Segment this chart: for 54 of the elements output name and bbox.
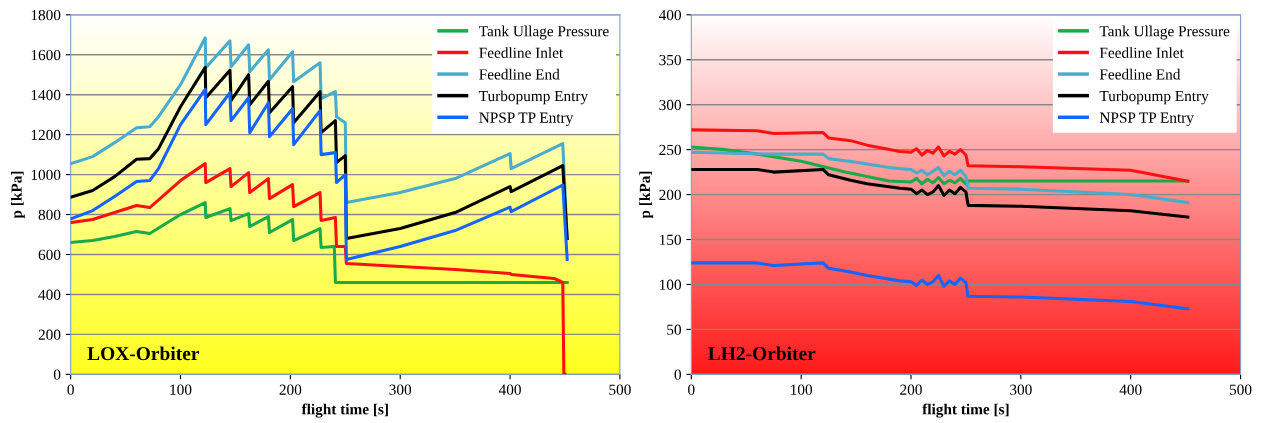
x-tick-label: 400 — [1119, 384, 1142, 395]
line-series — [691, 167, 1190, 219]
y-tick-label: 1800 — [31, 9, 61, 21]
y-tick-label: 400 — [658, 9, 681, 21]
y-tick-label: 600 — [38, 249, 61, 260]
legend-label: Feedline Inlet — [1099, 47, 1184, 58]
y-tick-label: 1200 — [31, 129, 61, 141]
y-tick-label: 800 — [38, 209, 61, 221]
x-tick-label: 500 — [609, 384, 631, 395]
y-axis-title: p [kPa] — [639, 171, 654, 219]
y-tick-label: 1400 — [31, 89, 61, 101]
x-tick-label: 100 — [170, 384, 192, 395]
legend-label: Turbopump Entry — [479, 90, 589, 105]
annotation: LH2-Orbiter — [708, 346, 816, 361]
line-series — [70, 162, 567, 375]
annotation: LOX-Orbiter — [87, 346, 200, 361]
y-tick-label: 1000 — [31, 169, 61, 181]
legend-label: Feedline Inlet — [479, 47, 564, 58]
legend-label: Tank Ullage Pressure — [479, 25, 609, 40]
x-tick-label: 300 — [1010, 384, 1032, 395]
y-tick-label: 350 — [659, 54, 681, 66]
legend-label: NPSP TP Entry — [1099, 112, 1194, 126]
y-tick-label: 100 — [660, 279, 681, 290]
y-tick-label: 300 — [659, 99, 681, 111]
x-tick-label: 300 — [389, 384, 412, 395]
line-series — [70, 201, 569, 284]
y-tick-label: 400 — [38, 289, 61, 300]
y-tick-label: 50 — [667, 324, 681, 335]
legend-label: Turbopump Entry — [1099, 90, 1209, 105]
line-series — [691, 145, 1190, 186]
x-tick-label: 500 — [1229, 384, 1252, 395]
line-series — [691, 128, 1190, 183]
y-tick-label: 250 — [659, 144, 681, 156]
x-axis-title: flight time [s] — [301, 403, 388, 418]
x-tick-label: 200 — [279, 384, 302, 395]
y-tick-label: 0 — [53, 369, 61, 380]
y-axis-title: p [kPa] — [10, 171, 25, 219]
line-series — [691, 150, 1190, 205]
y-tick-label: 150 — [660, 234, 681, 245]
legend-label: Tank Ullage Pressure — [1099, 25, 1230, 40]
y-tick-label: 200 — [659, 189, 681, 201]
x-tick-label: 100 — [791, 384, 813, 395]
legend-label: Feedline End — [1099, 68, 1181, 80]
x-tick-label: 0 — [67, 384, 74, 395]
y-tick-label: 0 — [674, 369, 681, 380]
x-tick-label: 400 — [498, 384, 521, 395]
line-series — [691, 261, 1190, 311]
x-tick-label: 0 — [688, 384, 695, 395]
legend-label: Feedline End — [479, 68, 560, 80]
x-tick-label: 200 — [900, 384, 922, 395]
x-axis-title: flight time [s] — [922, 403, 1009, 418]
y-tick-label: 200 — [38, 329, 61, 340]
legend-label: NPSP TP Entry — [479, 112, 574, 126]
y-tick-label: 1600 — [31, 49, 61, 61]
